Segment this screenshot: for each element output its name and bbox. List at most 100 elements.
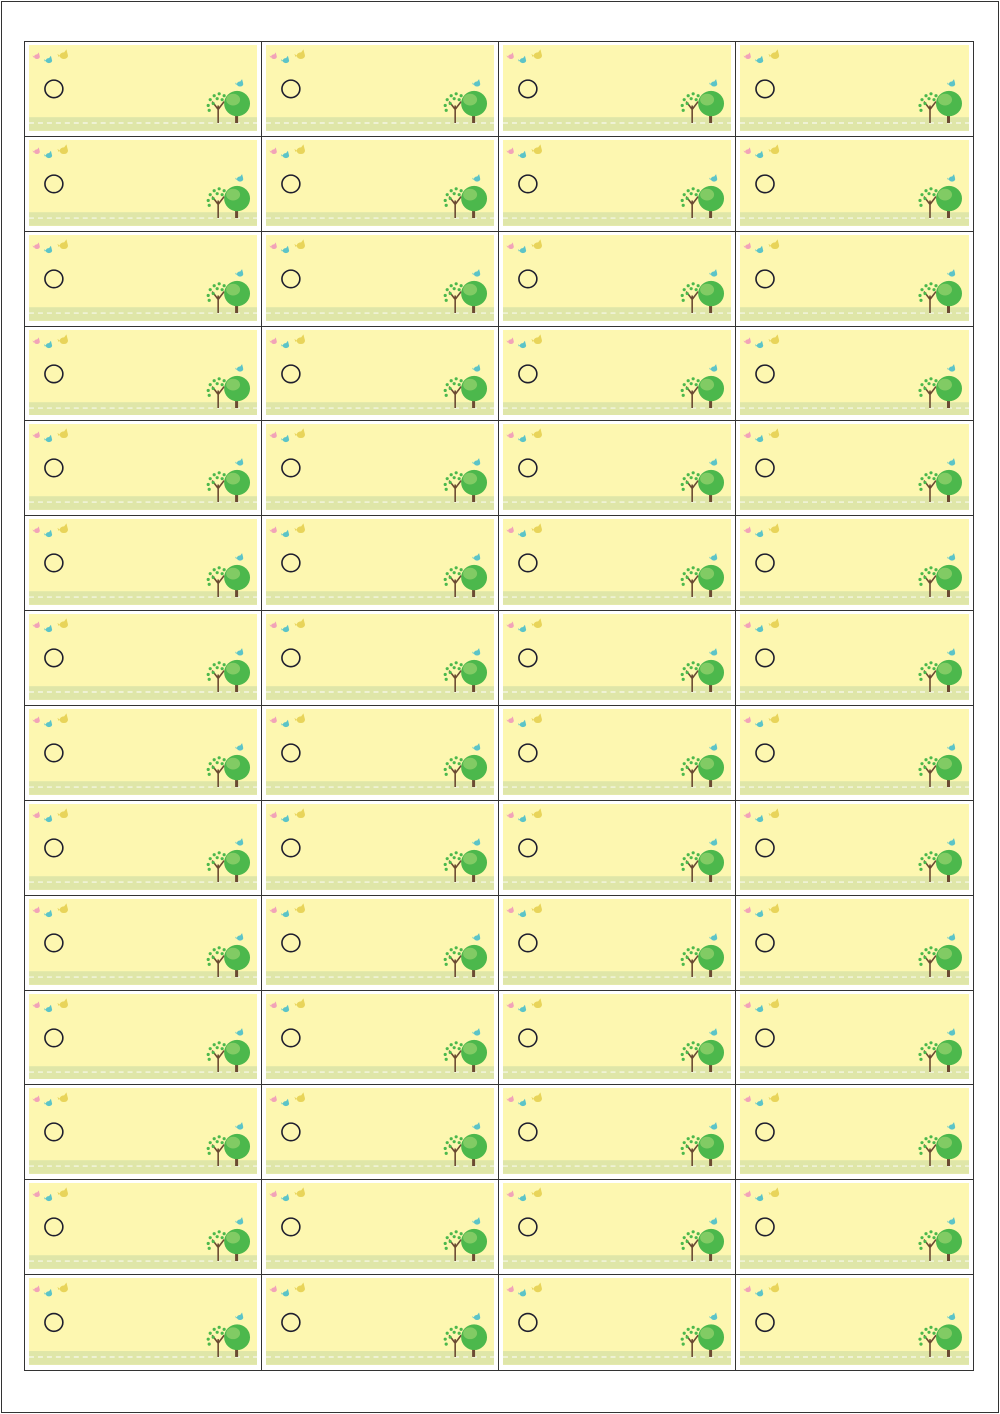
label-cell[interactable] xyxy=(262,516,499,612)
bird-icon xyxy=(768,997,780,1008)
label-artwork xyxy=(740,708,969,795)
bird-icon xyxy=(743,431,751,439)
tree-icon xyxy=(206,375,251,408)
bird-icon xyxy=(709,173,718,182)
tree-icon xyxy=(443,1039,488,1072)
label-cell[interactable] xyxy=(736,326,973,422)
label-cell[interactable] xyxy=(25,800,262,896)
label-cell[interactable] xyxy=(25,516,262,612)
bird-icon xyxy=(269,1285,277,1293)
bird-icon xyxy=(57,713,68,724)
label-cell[interactable] xyxy=(736,231,973,327)
label-artwork xyxy=(29,45,257,131)
bird-icon xyxy=(531,997,542,1008)
bird-icon xyxy=(294,997,305,1008)
circle-mark xyxy=(281,933,301,953)
label-cell[interactable] xyxy=(25,231,262,327)
bird-icon xyxy=(531,239,542,249)
bird-icon xyxy=(755,435,764,443)
label-cell[interactable] xyxy=(262,800,499,896)
label-cell[interactable] xyxy=(262,1275,499,1370)
label-cell[interactable] xyxy=(25,895,262,991)
label-cell[interactable] xyxy=(736,1275,973,1370)
label-cell[interactable] xyxy=(499,326,736,422)
label-cell[interactable] xyxy=(25,42,262,137)
label-cell[interactable] xyxy=(499,136,736,232)
bird-icon xyxy=(709,1027,718,1036)
tree-icon xyxy=(443,1134,488,1167)
label-cell[interactable] xyxy=(499,231,736,327)
bird-icon xyxy=(32,621,40,629)
label-cell[interactable] xyxy=(499,516,736,612)
label-cell[interactable] xyxy=(262,705,499,801)
label-cell[interactable] xyxy=(736,136,973,232)
label-cell[interactable] xyxy=(736,800,973,896)
label-cell[interactable] xyxy=(499,421,736,517)
bird-icon xyxy=(57,523,68,534)
label-cell[interactable] xyxy=(25,705,262,801)
label-cell[interactable] xyxy=(499,1275,736,1370)
label-cell[interactable] xyxy=(736,42,973,137)
bird-icon xyxy=(709,932,718,941)
circle-mark xyxy=(518,363,538,384)
bird-icon xyxy=(517,150,527,158)
label-cell[interactable] xyxy=(499,990,736,1086)
label-cell[interactable] xyxy=(262,895,499,991)
label-cell[interactable] xyxy=(25,1275,262,1370)
label-artwork xyxy=(266,424,494,511)
label-cell[interactable] xyxy=(736,895,973,991)
tree-icon xyxy=(206,470,251,503)
label-cell[interactable] xyxy=(25,136,262,232)
label-cell[interactable] xyxy=(25,1180,262,1276)
label-cell[interactable] xyxy=(499,895,736,991)
label-cell[interactable] xyxy=(262,42,499,137)
label-cell[interactable] xyxy=(736,990,973,1086)
tree-icon xyxy=(443,375,488,408)
label-cell[interactable] xyxy=(262,611,499,706)
label-cell[interactable] xyxy=(736,421,973,517)
bird-icon xyxy=(755,814,764,822)
label-cell[interactable] xyxy=(736,705,973,801)
circle-mark xyxy=(281,174,301,194)
label-cell[interactable] xyxy=(736,611,973,706)
bird-icon xyxy=(43,150,53,158)
label-cell[interactable] xyxy=(262,136,499,232)
label-cell[interactable] xyxy=(499,1085,736,1181)
bird-icon xyxy=(43,1194,53,1202)
tree-icon xyxy=(443,659,488,693)
label-cell[interactable] xyxy=(262,326,499,422)
bird-icon xyxy=(743,716,751,723)
label-cell[interactable] xyxy=(736,1085,973,1181)
bird-icon xyxy=(472,1122,481,1130)
bird-icon xyxy=(947,1312,956,1321)
label-cell[interactable] xyxy=(499,1180,736,1276)
label-cell[interactable] xyxy=(499,611,736,706)
label-cell[interactable] xyxy=(25,1085,262,1181)
label-cell[interactable] xyxy=(262,1085,499,1181)
bird-icon xyxy=(531,713,542,724)
bird-icon xyxy=(269,621,277,629)
label-cell[interactable] xyxy=(262,1180,499,1276)
label-cell[interactable] xyxy=(25,990,262,1086)
bird-icon xyxy=(57,428,68,439)
label-cell[interactable] xyxy=(736,1180,973,1276)
label-cell[interactable] xyxy=(499,705,736,801)
label-artwork xyxy=(29,993,257,1080)
tree-icon xyxy=(680,470,725,503)
tree-icon xyxy=(206,849,251,882)
label-cell[interactable] xyxy=(262,990,499,1086)
label-cell[interactable] xyxy=(499,42,736,137)
bird-icon xyxy=(531,523,542,534)
label-cell[interactable] xyxy=(262,421,499,517)
circle-mark xyxy=(518,458,538,478)
label-cell[interactable] xyxy=(25,611,262,706)
label-cell[interactable] xyxy=(262,231,499,327)
label-cell[interactable] xyxy=(499,800,736,896)
bird-icon xyxy=(743,906,751,913)
label-cell[interactable] xyxy=(25,421,262,517)
bird-icon xyxy=(280,1099,290,1107)
label-cell[interactable] xyxy=(736,516,973,612)
label-cell[interactable] xyxy=(25,326,262,422)
bird-icon xyxy=(57,144,68,154)
bird-icon xyxy=(269,431,277,439)
